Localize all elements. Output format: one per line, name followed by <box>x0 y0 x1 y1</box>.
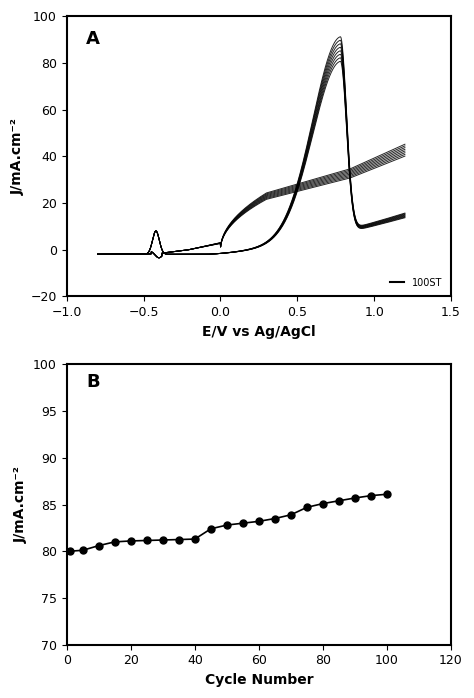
Text: A: A <box>86 30 100 48</box>
X-axis label: Cycle Number: Cycle Number <box>205 673 313 687</box>
X-axis label: E/V vs Ag/AgCl: E/V vs Ag/AgCl <box>202 325 316 339</box>
Y-axis label: J/mA.cm⁻²: J/mA.cm⁻² <box>14 466 27 543</box>
Text: B: B <box>86 373 100 391</box>
Y-axis label: J/mA.cm⁻²: J/mA.cm⁻² <box>11 118 25 195</box>
Legend: 100ST: 100ST <box>386 274 446 292</box>
